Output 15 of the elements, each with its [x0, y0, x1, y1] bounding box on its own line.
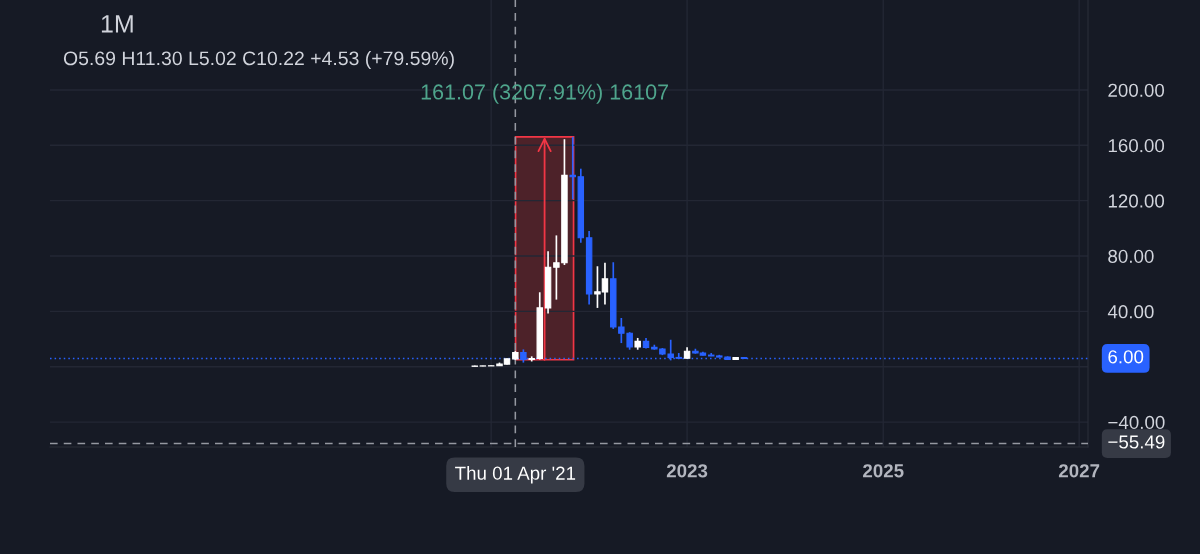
- x-tick-label: 2027: [1058, 464, 1100, 478]
- x-tick-label: 2025: [863, 464, 904, 478]
- y-tick-label: 200.00: [1108, 83, 1165, 97]
- y-tick-label: 120.00: [1108, 194, 1165, 208]
- y-tick-label: −40.00: [1108, 415, 1165, 430]
- x-tick-label: 2023: [666, 464, 708, 478]
- annotation: 161.07 (3207.91%) 16107: [421, 83, 668, 104]
- y-tick-label: 80.00: [1108, 249, 1154, 263]
- text: O5.69 H11.30 L5.02 C10.22 +4.53 (+79.59%): [63, 50, 454, 70]
- ref-line-label: Thu 01 Apr '21: [455, 466, 576, 484]
- y-tick-label: 160.00: [1108, 139, 1165, 153]
- ref-line-label: 6.00: [1108, 350, 1144, 364]
- ref-line-label: −55.49: [1108, 435, 1165, 449]
- y-tick-label: 40.00: [1107, 305, 1154, 319]
- chart-title: 1M: [101, 15, 133, 33]
